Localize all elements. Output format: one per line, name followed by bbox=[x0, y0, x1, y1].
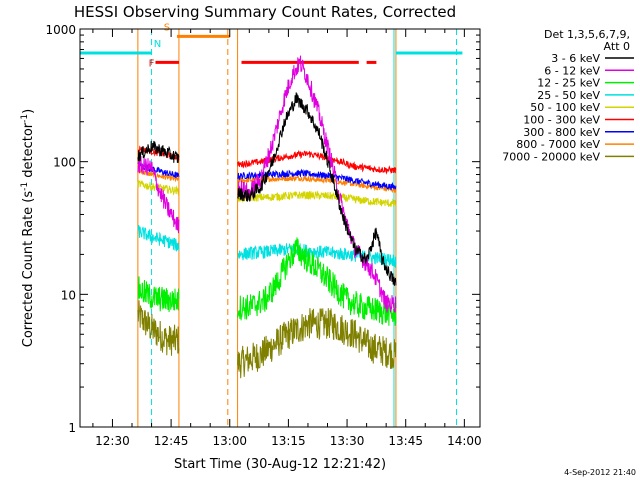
x-tick-label: 14:00 bbox=[447, 434, 482, 448]
series-line bbox=[237, 190, 397, 207]
y-axis-label-part: detector bbox=[21, 122, 36, 182]
flag-label: S bbox=[164, 22, 170, 33]
y-axis-label-sup: -1 bbox=[20, 114, 30, 123]
series-line bbox=[137, 276, 180, 313]
footer-timestamp: 4-Sep-2012 21:40 bbox=[564, 468, 636, 477]
series-line bbox=[137, 156, 180, 234]
legend-label: 3 - 6 keV bbox=[551, 52, 600, 65]
legend-header: Att 0 bbox=[604, 40, 630, 53]
legend-label: 6 - 12 keV bbox=[544, 64, 600, 77]
flag-label: F bbox=[149, 58, 155, 69]
y-axis-label-part: ) bbox=[21, 109, 36, 114]
series-line bbox=[237, 308, 397, 379]
legend-label: 100 - 300 keV bbox=[523, 114, 600, 127]
series-line bbox=[237, 92, 397, 286]
series-line bbox=[237, 168, 397, 191]
series-line bbox=[237, 243, 397, 269]
x-tick-label: 13:45 bbox=[388, 434, 423, 448]
x-tick-label: 13:15 bbox=[271, 434, 306, 448]
legend-header: Det 1,3,5,6,7,9, bbox=[544, 28, 630, 41]
y-tick-label: 10 bbox=[61, 288, 76, 302]
chart-title: HESSI Observing Summary Count Rates, Cor… bbox=[74, 3, 456, 21]
y-tick-label: 1000 bbox=[45, 23, 76, 37]
series-7000-20000-kev-kev-group bbox=[137, 300, 397, 379]
x-tick-label: 12:30 bbox=[95, 434, 130, 448]
x-tick-label: 13:30 bbox=[330, 434, 365, 448]
legend-label: 50 - 100 keV bbox=[530, 101, 600, 114]
series-line bbox=[137, 300, 180, 356]
legend-label: 25 - 50 keV bbox=[537, 89, 600, 102]
y-axis-label: Corrected Count Rate (s-1 detector-1) bbox=[20, 109, 36, 347]
legend-label: 300 - 800 keV bbox=[523, 126, 600, 139]
series-line bbox=[137, 224, 180, 252]
plot-frame bbox=[79, 28, 481, 428]
series-line bbox=[137, 180, 180, 196]
legend-label: 12 - 25 keV bbox=[537, 77, 600, 90]
legend-label: 7000 - 20000 keV bbox=[502, 150, 600, 163]
x-tick-label: 13:00 bbox=[212, 434, 247, 448]
series-3-6-kev-kev-group bbox=[137, 92, 397, 286]
series-50-100-kev-kev-group bbox=[137, 180, 397, 207]
series-12-25-kev-kev-group bbox=[137, 237, 397, 326]
y-tick-label: 1 bbox=[68, 421, 76, 435]
y-tick-label: 100 bbox=[53, 156, 76, 170]
y-axis-label-sup: -1 bbox=[20, 182, 30, 191]
legend-label: 800 - 7000 keV bbox=[516, 138, 600, 151]
axes: 1 10 100 1000 12:30 12:45 13:00 13:15 13:30 13:45… bbox=[45, 23, 481, 448]
plot-area: NS F bbox=[79, 22, 463, 427]
x-tick-label: 12:45 bbox=[154, 434, 189, 448]
flag-label: N bbox=[154, 39, 161, 50]
series-line bbox=[237, 237, 397, 326]
series-line bbox=[237, 55, 397, 313]
y-axis-label-part: Corrected Count Rate (s bbox=[21, 191, 36, 348]
series-line bbox=[237, 149, 397, 175]
series-25-50-kev-kev-group bbox=[137, 224, 397, 269]
x-axis-label: Start Time (30-Aug-12 12:21:42) bbox=[174, 457, 386, 472]
series-line bbox=[137, 168, 180, 183]
series-line bbox=[137, 140, 180, 163]
series-6-12-kev-kev-group bbox=[137, 55, 397, 313]
